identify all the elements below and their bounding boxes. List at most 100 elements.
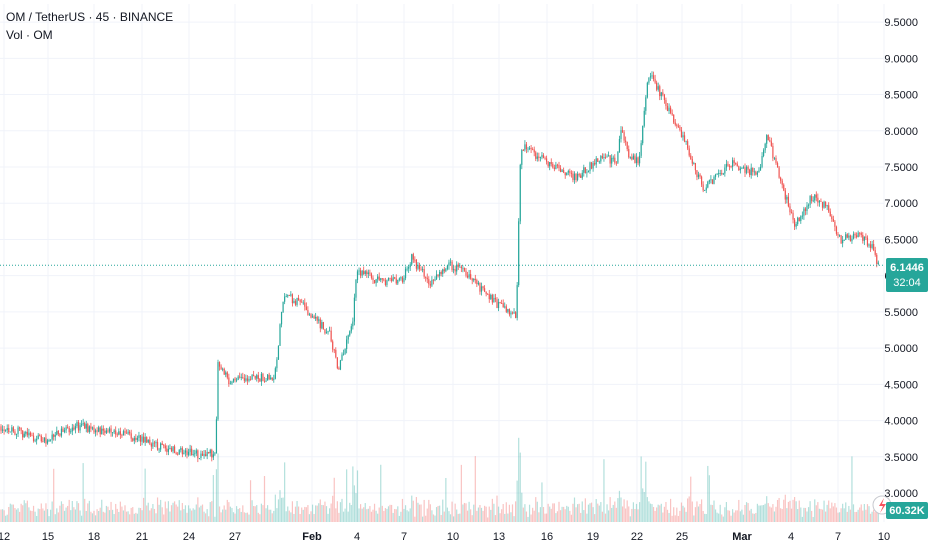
volume-bar [265,508,267,522]
candle-body [316,316,318,321]
volume-bar [515,501,517,522]
volume-bar [623,499,625,522]
candle-body [510,312,512,315]
volume-bar [868,506,870,522]
candle-body [736,163,738,167]
volume-bar [490,509,492,522]
candle-body [511,312,514,314]
candle-body [842,240,844,244]
candle-body [589,162,591,172]
volume-bar [606,504,608,522]
candle-body [763,150,765,157]
candle-body [487,293,489,295]
candle-body [1,429,4,431]
candle-body [544,157,546,159]
candle-body [164,445,166,449]
volume-bar [594,514,596,522]
candle-body [713,176,715,184]
candle-body [404,268,407,279]
candle-body [443,269,445,272]
candle-body [573,173,576,181]
candle-body [256,375,258,379]
volume-bar [19,511,21,522]
candle-body [549,162,551,167]
candle-body [349,331,351,336]
volume-bar [73,507,75,522]
time-tick-label: 22 [631,531,643,543]
candle-body [394,277,396,279]
candle-body [849,235,851,242]
volume-bar [243,512,245,522]
candle-body [685,141,687,142]
candle-body [538,156,540,158]
candle-body [63,430,66,432]
candle-body [683,135,686,142]
volume-bar [466,510,469,522]
candle-body [259,378,261,382]
candle-body [614,157,616,163]
volume-bar [608,510,610,522]
volume-bar [212,475,214,522]
candle-body [505,306,507,312]
candle-body [108,428,111,432]
candle-body [167,448,169,452]
candle-body [552,163,554,168]
candle-body [6,428,8,431]
candle-body [688,148,690,156]
candle-body [508,309,510,315]
volume-bar [544,513,546,522]
volume-bar [8,506,10,522]
candle-body [722,173,724,175]
candle-body [262,373,264,381]
volume-bar [564,509,566,522]
volume-bar [722,516,724,522]
volume-bar [175,504,177,522]
volume-bar [798,500,800,522]
volume-bar [567,506,569,522]
time-tick-label: 10 [878,531,890,543]
candle-body [561,170,563,172]
volume-bar [491,498,493,522]
volume-bar [256,505,258,522]
volume-bar [383,510,385,522]
candle-body [697,174,700,178]
candle-body [834,221,836,227]
volume-bar [603,459,605,522]
candle-body [155,442,157,444]
candle-body [172,446,174,452]
candle-body [555,164,557,170]
volume-bar [428,499,430,522]
volume-bar [400,511,402,522]
volume-bar [460,464,462,522]
volume-bar [174,501,176,522]
price-tick-label: 7.5000 [884,162,918,174]
price-tick-label: 8.0000 [884,126,918,138]
volume-bar [590,502,593,522]
candle-body [161,443,163,445]
volume-bar [505,502,507,522]
time-axis[interactable]: 12 15 18 21 24 27 Feb 4 7 10 13 16 19 22 25 Mar 4 7 10 [0,531,890,543]
candle-body [457,264,459,267]
candle-body [20,427,22,431]
volume-indicator-label[interactable]: Vol · OM [6,28,53,42]
price-axis[interactable]: 9.5000 9.0000 8.5000 8.0000 7.5000 7.0000 6.50… [884,17,918,500]
volume-bar [859,507,861,522]
volume-bar [812,516,814,522]
candle-body [158,449,160,451]
volume-bar [532,507,534,522]
candle-body [186,450,188,455]
candle-body [0,426,2,431]
candle-body [387,277,390,281]
candle-body [415,259,417,269]
candle-body [14,431,16,435]
symbol-title[interactable]: OM / TetherUS · 45 · BINANCE [6,10,174,24]
volume-bar [5,515,7,522]
last-price-badge: 6.1446 32:04 [886,258,928,292]
time-tick-label: 4 [354,531,360,543]
volume-bar [133,513,135,522]
candle-body [603,157,605,158]
volume-bar [635,503,638,522]
volume-bar [871,511,873,522]
